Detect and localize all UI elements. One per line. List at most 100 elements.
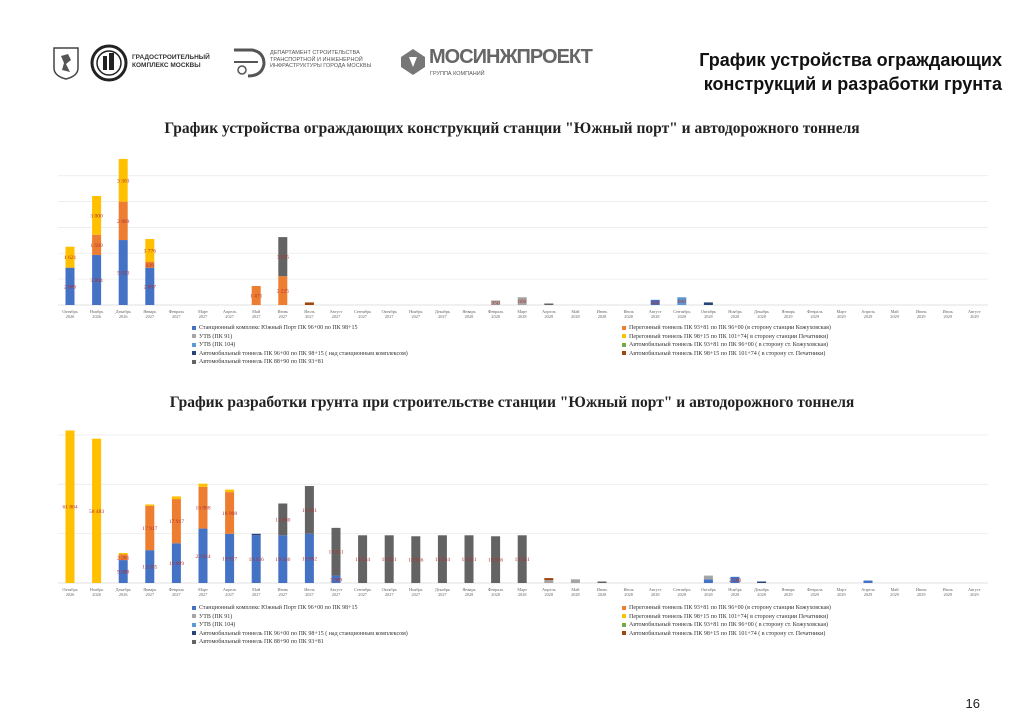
bar-segment: [437, 535, 447, 583]
legend-swatch: [622, 334, 626, 339]
legend-swatch: [622, 351, 626, 356]
data-label: 22 054: [195, 554, 210, 560]
x-tick-label: Ноябрь 2027: [409, 587, 422, 597]
legend-item: Автомобильный тоннель ПК 93+81 по ПК 96+…: [622, 621, 831, 630]
x-tick-label: Декабрь 2028: [754, 587, 769, 597]
x-tick-label: Март 2028: [517, 309, 527, 319]
legend-item: Перегонный тоннель ПК 98+15 по ПК 101+74…: [622, 333, 831, 342]
legend-label: Станционный комплекс Южный Порт ПК 96+00…: [199, 325, 358, 331]
x-tick-label: Октябрь 2026: [62, 587, 77, 597]
legend-swatch: [192, 639, 196, 644]
legend-swatch: [192, 334, 196, 339]
x-tick-label: Октябрь 2027: [382, 587, 397, 597]
x-tick-label: Март 2029: [837, 587, 847, 597]
legend-label: Автомобильный тоннель ПК 98+15 по ПК 101…: [629, 350, 826, 357]
x-tick-label: Сентябрь 2027: [354, 309, 371, 319]
legend-item: Автомобильный тоннель ПК 96+00 по ПК 98+…: [192, 350, 408, 359]
data-label: 17 917: [169, 519, 184, 525]
bar-segment: [225, 492, 235, 534]
data-label: 19 331: [302, 508, 317, 514]
slide-title: График устройства ограждающих конструкци…: [699, 50, 1002, 94]
x-tick-label: Март 2027: [198, 587, 208, 597]
legend-label: Автомобильный тоннель ПК 96+00 по ПК 98+…: [199, 630, 408, 637]
data-label: 61 804: [62, 505, 77, 511]
bar-segment: [517, 535, 527, 583]
data-label: 58 483: [89, 509, 104, 515]
bar-segment: [92, 195, 102, 235]
bar-segment: [464, 535, 474, 583]
x-tick-label: Август 2028: [649, 309, 662, 319]
x-tick-label: Август 2028: [649, 587, 662, 597]
legend-swatch: [192, 631, 196, 636]
legend-label: Автомобильный тоннель ПК 88+90 по ПК 93+…: [199, 359, 324, 365]
x-tick-label: Ноябрь 2026: [90, 309, 103, 319]
data-label: 2 261: [117, 555, 130, 561]
legend-label: Автомобильный тоннель ПК 93+81 по ПК 96+…: [629, 622, 828, 628]
bar-segment: [145, 261, 155, 268]
moscow-coat-of-arms-logo: [53, 47, 79, 80]
x-tick-label: Декабрь 2027: [435, 309, 450, 319]
bar-segment: [251, 285, 261, 305]
bar-segment: [92, 234, 102, 256]
x-tick-label: Декабрь 2026: [116, 587, 131, 597]
x-tick-label: Октябрь 2028: [701, 309, 716, 319]
legend-label: Перегонный тоннель ПК 93+81 по ПК 96+00 …: [629, 605, 831, 611]
data-label: 19 962: [302, 556, 317, 562]
legend-swatch: [622, 622, 626, 627]
legend-item: Автомобильный тоннель ПК 98+15 по ПК 101…: [622, 350, 831, 359]
data-label: 18 936: [488, 558, 503, 564]
x-tick-label: Июнь 2029: [916, 309, 927, 319]
x-tick-label: Апрель 2027: [223, 309, 237, 319]
legend-swatch: [192, 359, 196, 364]
bar-segment: [171, 543, 181, 583]
data-label: 18 936: [408, 558, 423, 564]
bar-segment: [304, 533, 314, 583]
bar-segment: [118, 560, 128, 583]
x-tick-label: Июль 2029: [943, 309, 953, 319]
data-label: 2 886: [64, 284, 77, 290]
data-label: 2 225: [277, 289, 290, 295]
data-label: 16 099: [169, 561, 184, 567]
bar-segment: [145, 504, 155, 506]
chart-1-title: График устройства ограждающих конструкци…: [164, 120, 860, 137]
mosinzhproekt-logo-subtext: ГРУППА КОМПАНИЙ: [430, 71, 485, 77]
data-label: 1 471: [250, 293, 263, 299]
legend-item: Перегонный тоннель ПК 93+81 по ПК 96+00 …: [622, 324, 831, 333]
x-tick-label: Июнь 2028: [597, 309, 608, 319]
x-tick-label: Март 2028: [517, 587, 527, 597]
bar-segment: [251, 533, 261, 536]
x-tick-label: Сентябрь 2027: [354, 587, 371, 597]
x-tick-label: Март 2029: [837, 309, 847, 319]
bar-segment: [491, 300, 501, 305]
data-label: 2 887: [144, 284, 157, 290]
legend-item: Станционный комплекс Южный Порт ПК 96+00…: [192, 604, 408, 613]
department-logo-emblem: [234, 48, 266, 78]
legend-item: УТВ (ПК 91): [192, 333, 408, 342]
bar-segment: [517, 297, 527, 305]
x-tick-label: Май 2028: [571, 587, 580, 597]
legend-item: УТВ (ПК 104): [192, 341, 408, 350]
x-tick-label: Октябрь 2027: [382, 309, 397, 319]
legend-label: УТВ (ПК 91): [199, 613, 233, 620]
legend-item: УТВ (ПК 91): [192, 613, 408, 622]
x-tick-label: Апрель 2029: [861, 309, 875, 319]
chart-2-legend-right: Перегонный тоннель ПК 93+81 по ПК 96+00 …: [622, 604, 831, 638]
x-tick-label: Ноябрь 2028: [728, 587, 741, 597]
legend-swatch: [622, 631, 626, 636]
data-label: 3 864: [90, 278, 103, 284]
x-tick-label: Апрель 2027: [223, 587, 237, 597]
bar-segment: [278, 535, 288, 583]
bar-segment: [597, 581, 607, 583]
legend-swatch: [622, 325, 626, 330]
x-tick-label: Февраль 2027: [169, 587, 185, 597]
chart-1-legend-right: Перегонный тоннель ПК 93+81 по ПК 96+00 …: [622, 324, 831, 358]
bar-segment: [145, 550, 155, 583]
x-tick-label: Май 2028: [571, 309, 580, 319]
data-label: 12 880: [275, 517, 290, 523]
bar-segment: [92, 438, 102, 583]
x-tick-label: Ноябрь 2028: [728, 309, 741, 319]
bar-segment: [703, 302, 713, 305]
legend-swatch: [192, 605, 196, 610]
x-tick-label: Сентябрь 2028: [673, 309, 690, 319]
